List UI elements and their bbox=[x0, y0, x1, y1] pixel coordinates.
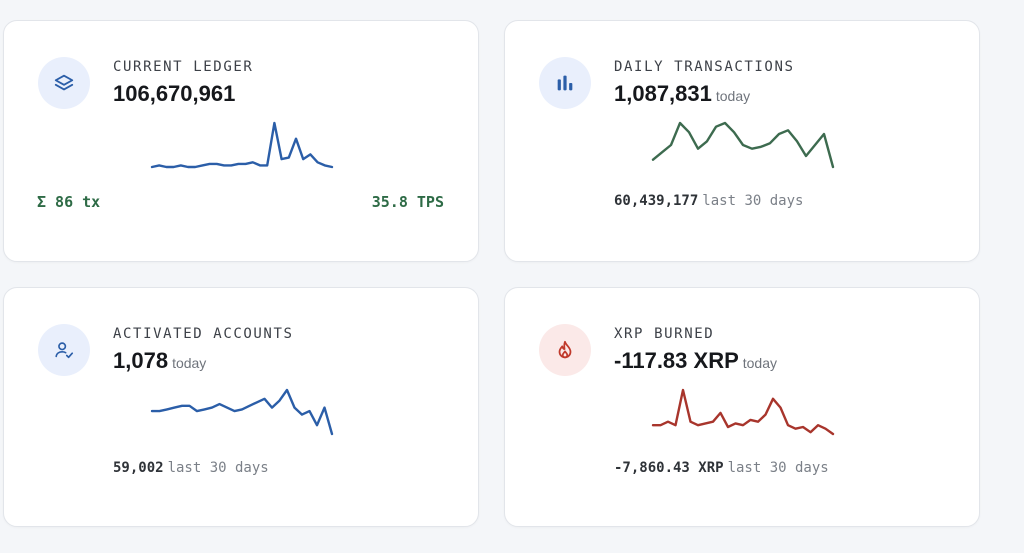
layers-icon bbox=[38, 57, 90, 109]
value-suffix: today bbox=[172, 355, 207, 371]
total-value: -7,860.43 XRP bbox=[614, 460, 724, 476]
card-label: DAILY TRANSACTIONS bbox=[614, 59, 795, 75]
flame-icon bbox=[539, 324, 591, 376]
xrp-burned-card: XRP BURNED -117.83 XRP today -7,860.43 XR… bbox=[504, 287, 980, 527]
total-suffix: last 30 days bbox=[167, 460, 269, 476]
sparkline-series bbox=[150, 121, 334, 169]
tx-count: Σ 86 tx bbox=[37, 193, 101, 211]
total-value: 60,439,177 bbox=[614, 193, 699, 209]
daily-value: 1,087,831 bbox=[614, 81, 712, 106]
card-label: ACTIVATED ACCOUNTS bbox=[113, 326, 294, 342]
card-label: CURRENT LEDGER bbox=[113, 59, 254, 75]
value-row: 106,670,961 bbox=[113, 81, 235, 107]
value-row: 1,078 today bbox=[113, 348, 206, 374]
ledger-sparkline bbox=[150, 121, 334, 169]
current-ledger-card: CURRENT LEDGER 106,670,961 Σ 86 tx 35.8 … bbox=[3, 20, 479, 262]
burned-value: -117.83 XRP bbox=[614, 348, 739, 373]
value-suffix: today bbox=[742, 355, 777, 371]
bar-chart-icon bbox=[539, 57, 591, 109]
accounts-value: 1,078 bbox=[113, 348, 169, 373]
ledger-value: 106,670,961 bbox=[113, 81, 236, 106]
daily-transactions-card: DAILY TRANSACTIONS 1,087,831 today 60,439… bbox=[504, 20, 980, 262]
tps-value: 35.8 TPS bbox=[371, 193, 444, 211]
burned-sparkline bbox=[651, 388, 835, 436]
value-row: 1,087,831 today bbox=[614, 81, 750, 107]
total-suffix: last 30 days bbox=[702, 193, 804, 209]
card-label: XRP BURNED bbox=[614, 326, 715, 342]
total-value: 59,002 bbox=[113, 460, 164, 476]
accounts-sparkline bbox=[150, 388, 334, 436]
activated-accounts-card: ACTIVATED ACCOUNTS 1,078 today 59,002 last… bbox=[3, 287, 479, 527]
sparkline-series bbox=[150, 388, 334, 436]
value-row: -117.83 XRP today bbox=[614, 348, 777, 374]
total-suffix: last 30 days bbox=[727, 460, 829, 476]
daily-sparkline bbox=[651, 121, 835, 169]
total-row: -7,860.43 XRP last 30 days bbox=[614, 460, 829, 476]
total-row: 60,439,177 last 30 days bbox=[614, 193, 803, 209]
user-check-icon bbox=[38, 324, 90, 376]
sparkline-series bbox=[651, 388, 835, 436]
sparkline-series bbox=[651, 121, 835, 169]
total-row: 59,002 last 30 days bbox=[113, 460, 269, 476]
value-suffix: today bbox=[715, 88, 751, 104]
